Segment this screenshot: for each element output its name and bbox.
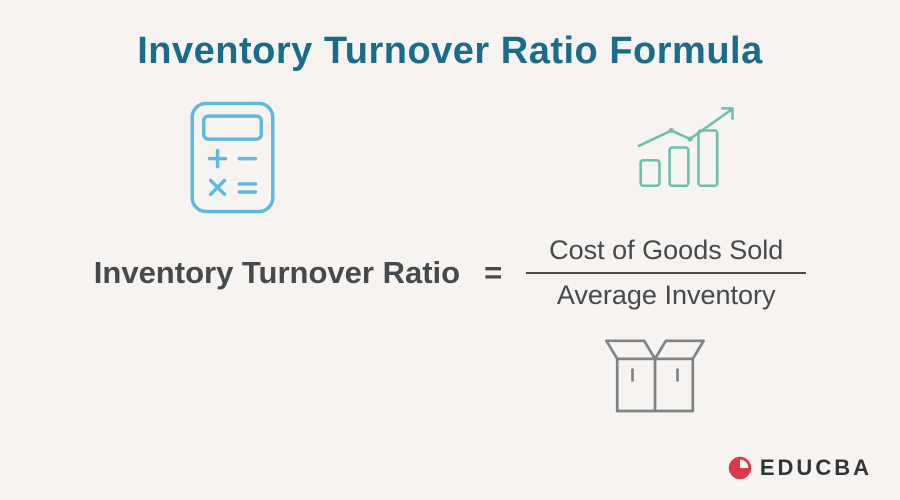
formula-row: Inventory Turnover Ratio = Cost of Goods… (50, 235, 850, 311)
fraction-denominator: Average Inventory (557, 274, 776, 311)
fraction-numerator: Cost of Goods Sold (549, 235, 783, 272)
calculator-icon (185, 100, 280, 215)
brand-logo-icon (726, 454, 754, 482)
growth-chart-icon (630, 105, 750, 190)
fraction: Cost of Goods Sold Average Inventory (526, 235, 806, 311)
brand-text: EDUCBA (760, 455, 872, 481)
formula-lhs: Inventory Turnover Ratio (94, 255, 460, 291)
page-title: Inventory Turnover Ratio Formula (0, 30, 900, 73)
open-box-icon (600, 330, 710, 420)
brand-badge: EDUCBA (726, 454, 872, 482)
equals-sign: = (484, 255, 502, 291)
